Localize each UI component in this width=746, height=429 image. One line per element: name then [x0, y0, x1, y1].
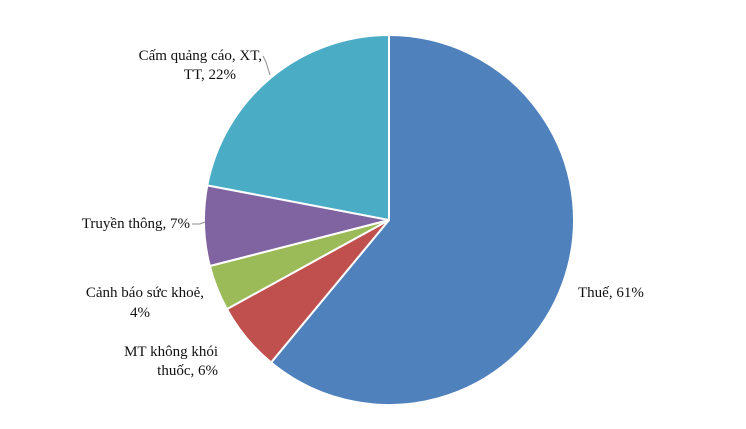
- label-cam-quang-cao-line2: TT, 22%: [184, 67, 236, 83]
- pie-slice-cam-quang-cao-xt-tt: [206, 33, 390, 222]
- label-thue: Thuế, 61%: [578, 285, 644, 301]
- leader-line-cam-quang-cao: [262, 55, 271, 76]
- pie-slices: [203, 33, 575, 406]
- label-canh-bao-suc-khoe-line2: 4%: [130, 305, 150, 321]
- label-cam-quang-cao-line1: Cấm quảng cáo, XT,: [139, 48, 262, 64]
- leader-lines: [192, 55, 271, 225]
- label-canh-bao-suc-khoe-line1: Cảnh báo sức khoẻ,: [86, 285, 204, 301]
- label-mt-khong-khoi-thuoc-line1: MT không khói: [124, 344, 218, 360]
- label-truyen-thong: Truyền thông, 7%: [82, 216, 190, 232]
- pie-slice-thue: [269, 33, 575, 406]
- leader-line-truyen-thong: [192, 221, 206, 225]
- label-mt-khong-khoi-thuoc-line2: thuốc, 6%: [157, 363, 218, 379]
